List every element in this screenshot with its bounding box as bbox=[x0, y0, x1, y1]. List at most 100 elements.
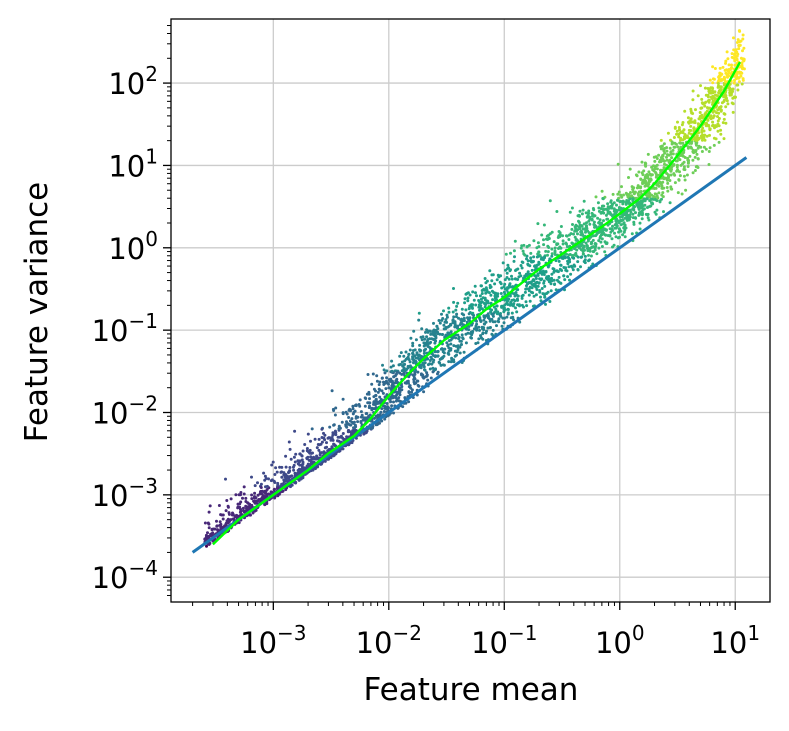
scatter-point bbox=[422, 344, 426, 348]
scatter-point bbox=[704, 147, 708, 151]
scatter-point bbox=[669, 169, 673, 173]
scatter-point bbox=[525, 245, 529, 249]
scatter-point bbox=[493, 282, 497, 286]
scatter-point bbox=[657, 153, 661, 157]
scatter-point bbox=[617, 220, 621, 223]
scatter-point bbox=[528, 264, 532, 268]
scatter-point bbox=[512, 318, 515, 322]
scatter-point bbox=[734, 49, 738, 53]
scatter-point bbox=[380, 376, 384, 380]
scatter-point bbox=[488, 269, 492, 273]
scatter-point bbox=[508, 294, 512, 298]
scatter-point bbox=[712, 114, 716, 118]
scatter-point bbox=[676, 120, 679, 124]
scatter-point bbox=[436, 354, 440, 358]
scatter-point bbox=[352, 426, 355, 430]
scatter-point bbox=[524, 300, 528, 304]
scatter-point bbox=[264, 477, 268, 480]
scatter-point bbox=[676, 168, 680, 172]
scatter-point bbox=[589, 242, 593, 246]
scatter-point bbox=[357, 403, 361, 406]
scatter-point bbox=[503, 303, 507, 307]
scatter-point bbox=[697, 131, 700, 135]
scatter-point bbox=[505, 276, 509, 279]
scatter-point bbox=[577, 221, 581, 224]
scatter-point bbox=[494, 309, 498, 313]
scatter-point bbox=[722, 95, 726, 99]
scatter-point bbox=[672, 172, 676, 176]
scatter-point bbox=[206, 531, 209, 535]
scatter-point bbox=[452, 287, 455, 290]
scatter-point bbox=[464, 341, 468, 345]
scatter-point bbox=[724, 61, 727, 65]
y-tick-label: 10−2 bbox=[92, 392, 158, 431]
scatter-point bbox=[578, 209, 582, 213]
scatter-points bbox=[203, 29, 746, 548]
scatter-point bbox=[287, 440, 291, 444]
scatter-point bbox=[236, 502, 240, 506]
scatter-point bbox=[703, 86, 707, 90]
scatter-point bbox=[633, 190, 637, 194]
scatter-point bbox=[446, 344, 450, 348]
scatter-point bbox=[607, 206, 611, 210]
scatter-point bbox=[527, 287, 531, 291]
scatter-point bbox=[670, 156, 674, 160]
scatter-point bbox=[429, 376, 433, 380]
scatter-point bbox=[218, 520, 222, 524]
scatter-point bbox=[332, 423, 336, 427]
scatter-point bbox=[397, 363, 401, 367]
scatter-point bbox=[468, 332, 472, 335]
scatter-point bbox=[619, 223, 623, 227]
scatter-point bbox=[552, 240, 556, 244]
scatter-point bbox=[500, 324, 504, 328]
scatter-point bbox=[736, 38, 740, 42]
scatter-point bbox=[625, 218, 629, 222]
scatter-point bbox=[637, 207, 641, 211]
scatter-point bbox=[590, 218, 594, 222]
scatter-point bbox=[582, 244, 586, 248]
scatter-point bbox=[513, 255, 516, 259]
scatter-point bbox=[559, 263, 563, 267]
scatter-point bbox=[449, 347, 453, 351]
scatter-point bbox=[442, 323, 446, 327]
scatter-point bbox=[454, 315, 458, 319]
scatter-point bbox=[516, 267, 520, 271]
scatter-point bbox=[419, 335, 423, 339]
scatter-point bbox=[433, 350, 437, 354]
scatter-point bbox=[220, 513, 224, 517]
scatter-point bbox=[527, 293, 531, 297]
scatter-point bbox=[712, 109, 716, 113]
scatter-point bbox=[655, 208, 659, 212]
scatter-point bbox=[458, 351, 462, 355]
scatter-point bbox=[740, 71, 744, 75]
scatter-point bbox=[671, 152, 675, 156]
scatter-point bbox=[353, 423, 357, 427]
scatter-point bbox=[378, 380, 382, 384]
scatter-point bbox=[591, 207, 595, 210]
scatter-point bbox=[284, 465, 288, 469]
scatter-point bbox=[699, 106, 703, 110]
scatter-point bbox=[330, 436, 334, 440]
scatter-point bbox=[506, 263, 510, 267]
scatter-point bbox=[429, 355, 433, 359]
scatter-point bbox=[700, 150, 704, 153]
scatter-point bbox=[702, 145, 706, 149]
scatter-point bbox=[239, 491, 243, 494]
scatter-point bbox=[629, 191, 632, 194]
scatter-point bbox=[351, 429, 355, 433]
scatter-point bbox=[431, 360, 435, 364]
scatter-point bbox=[689, 120, 693, 124]
scatter-point bbox=[653, 165, 657, 169]
scatter-point bbox=[414, 359, 418, 363]
scatter-point bbox=[546, 250, 550, 254]
scatter-point bbox=[691, 89, 695, 93]
trend-lines bbox=[191, 61, 748, 554]
scatter-point bbox=[315, 454, 319, 458]
scatter-point bbox=[250, 497, 254, 501]
scatter-point bbox=[548, 199, 552, 203]
scatter-point bbox=[495, 312, 499, 316]
scatter-point bbox=[677, 135, 681, 139]
scatter-point bbox=[700, 97, 704, 101]
scatter-point bbox=[549, 282, 553, 286]
scatter-point bbox=[479, 334, 482, 338]
